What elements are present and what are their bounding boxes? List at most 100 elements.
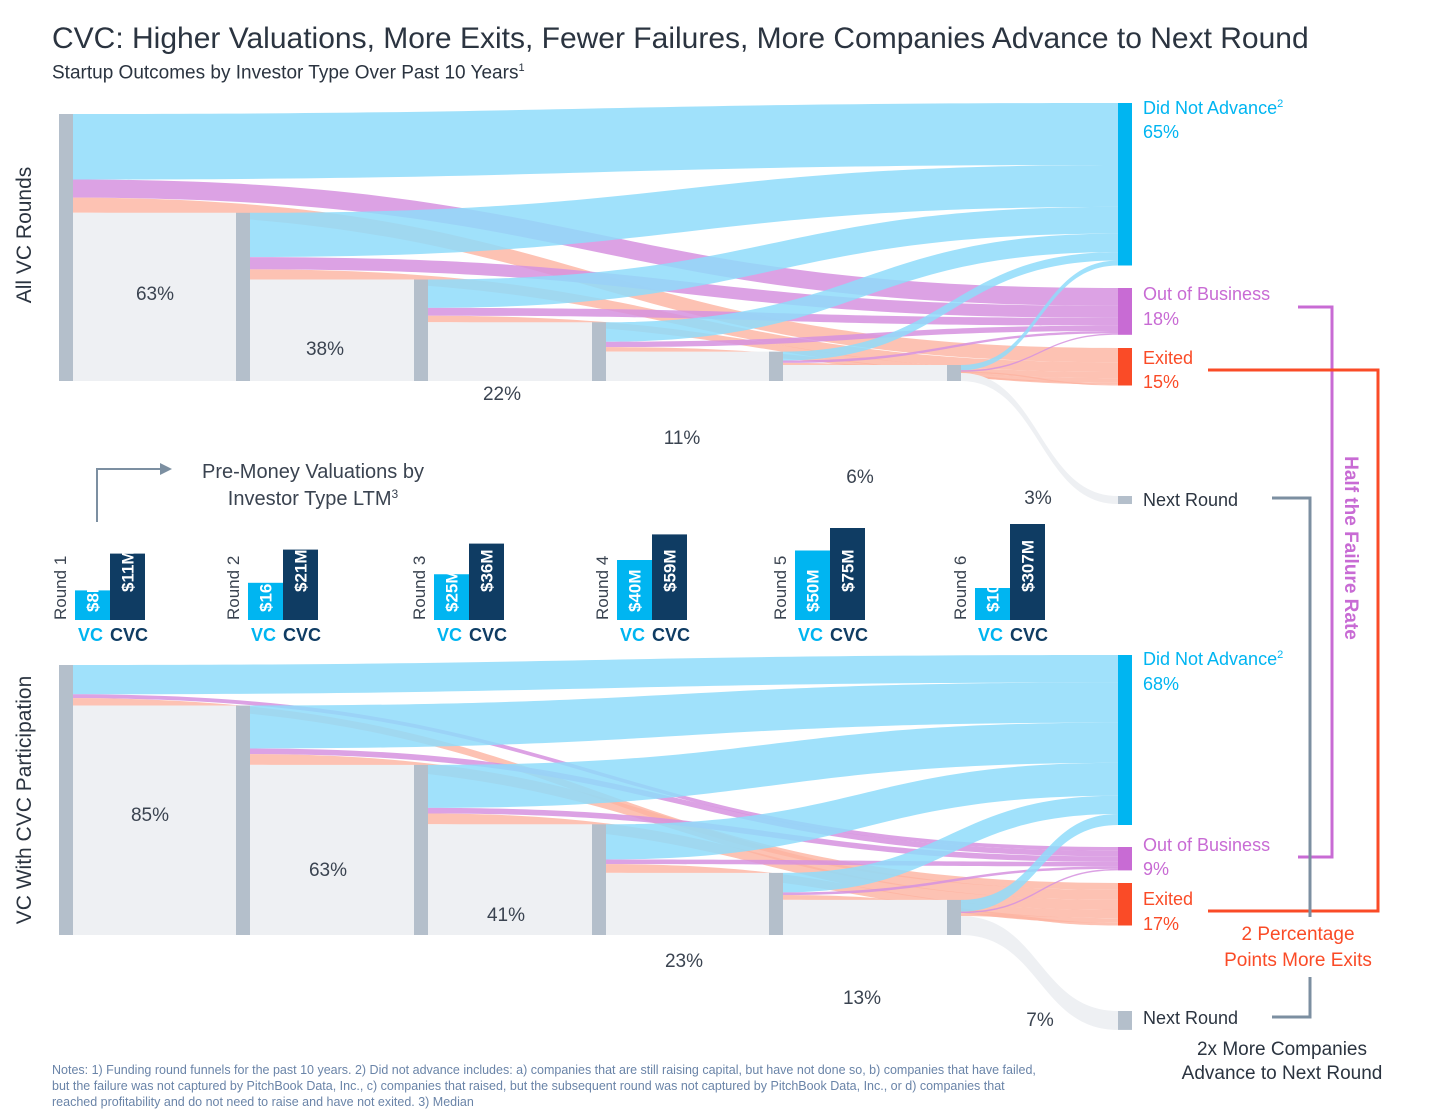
advance-annotation-line2: Advance to Next Round <box>1182 1063 1383 1084</box>
round-pct-label: 13% <box>843 988 881 1009</box>
flow-round2-did-not-advance <box>250 682 1118 749</box>
outcome-value-exited: 15% <box>1143 372 1179 392</box>
funnel-next-round <box>961 916 1118 1030</box>
valuation-round-label: Round 2 <box>224 556 243 620</box>
outcome-node-exited <box>1118 883 1132 926</box>
round-pct-label: 6% <box>846 467 874 488</box>
page-subtitle: Startup Outcomes by Investor Type Over P… <box>52 62 525 84</box>
outcome-label-did-not-advance: Did Not Advance2 <box>1143 649 1283 669</box>
funnel-round5 <box>783 899 947 935</box>
round-node-5 <box>769 351 783 381</box>
funnel-round4 <box>606 872 769 935</box>
subtitle-footnote: 1 <box>518 62 525 74</box>
round-node-5 <box>769 872 783 935</box>
round-pct-label: 85% <box>131 805 169 826</box>
funnel-round4 <box>606 351 769 381</box>
flow-round4-did-not-advance <box>606 762 1118 860</box>
round-node-3 <box>414 279 428 381</box>
vc-legend-label: VC <box>437 625 462 645</box>
round-node-2 <box>236 705 250 935</box>
round-node-1 <box>59 114 73 381</box>
cvc-legend-label: CVC <box>469 625 507 645</box>
advance-bracket-bottom <box>1272 977 1312 1019</box>
round-node-3 <box>414 764 428 935</box>
cvc-valuation-bar <box>652 534 687 620</box>
flow-round3-exited <box>428 315 1118 379</box>
vc-valuation-label: $8M <box>84 579 103 612</box>
cvc-valuation-bar <box>283 549 318 620</box>
cvc-valuation-label: $307M <box>1019 540 1038 592</box>
flow-round6-out-of-business <box>961 868 1118 914</box>
panel-label: All VC Rounds <box>13 167 36 304</box>
cvc-legend-label: CVC <box>830 625 868 645</box>
outcome-label-out-of-business: Out of Business <box>1143 284 1270 304</box>
valuation-round-label: Round 4 <box>593 556 612 620</box>
outcome-node-out-of-business <box>1118 847 1132 871</box>
vc-legend-label: VC <box>251 625 276 645</box>
vc-valuation-label: $16M <box>257 569 276 612</box>
cvc-valuation-label: $36M <box>478 549 497 592</box>
round-pct-label: 63% <box>309 860 347 881</box>
flow-round2-did-not-advance <box>250 164 1118 258</box>
flow-round5-did-not-advance <box>783 252 1118 361</box>
vc-legend-label: VC <box>78 625 103 645</box>
outcome-node-exited <box>1118 348 1132 386</box>
vc-valuation-bar <box>975 588 1010 620</box>
valuation-title-line1: Pre-Money Valuations by <box>202 461 424 483</box>
round-pct-label: 22% <box>483 384 521 405</box>
outcome-label-exited: Exited <box>1143 348 1193 368</box>
flow-round1-did-not-advance <box>73 103 1118 180</box>
exits-annotation-bg <box>1212 918 1398 976</box>
flow-round4-out-of-business <box>606 859 1118 867</box>
cvc-valuation-bar <box>469 543 504 620</box>
valuation-round-label: Round 1 <box>51 556 70 620</box>
vc-legend-label: VC <box>620 625 645 645</box>
panel-label: VC With CVC Participation <box>13 676 36 925</box>
outcome-node-next-round <box>1118 1011 1132 1030</box>
outcome-label-next-round: Next Round <box>1143 1008 1238 1028</box>
funnel-round5 <box>783 364 947 381</box>
cvc-valuation-label: $75M <box>839 549 858 592</box>
outcome-label-did-not-advance: Did Not Advance2 <box>1143 98 1283 118</box>
funnel-round3 <box>428 322 592 381</box>
round-pct-label: 63% <box>136 284 174 305</box>
flow-round6-exited <box>961 371 1118 386</box>
flow-round3-did-not-advance <box>428 206 1118 308</box>
cvc-valuation-label: $59M <box>661 549 680 592</box>
cvc-valuation-bar <box>1010 524 1045 620</box>
valuation-chart: Pre-Money Valuations by Investor Type LTM… <box>51 461 1048 645</box>
exits-bracket <box>1208 368 1380 913</box>
valuation-round-label: Round 3 <box>410 556 429 620</box>
round-node-4 <box>592 322 606 381</box>
funnel-round1 <box>73 705 236 935</box>
vc-valuation-bar <box>75 590 110 620</box>
flow-round4-out-of-business <box>606 325 1118 348</box>
round-node-2 <box>236 212 250 381</box>
round-node-6 <box>947 364 961 381</box>
valuation-title-line2: Investor Type LTM3 <box>228 487 399 510</box>
flow-round6-out-of-business <box>961 333 1118 372</box>
outcome-value-out-of-business: 9% <box>1143 859 1169 879</box>
outcome-value-out-of-business: 18% <box>1143 309 1179 329</box>
cvc-valuation-bar <box>830 528 865 620</box>
funnel-round2 <box>250 764 414 935</box>
vc-valuation-bar <box>795 550 830 620</box>
advance-annotation-line1: 2x More Companies <box>1197 1039 1367 1060</box>
funnel-round2 <box>250 279 414 381</box>
funnel-round1 <box>73 212 236 381</box>
valuation-round-label: Round 6 <box>951 556 970 620</box>
flow-round1-did-not-advance <box>73 655 1118 695</box>
round-pct-label: 23% <box>665 951 703 972</box>
cvc-legend-label: CVC <box>652 625 690 645</box>
failure-annotation: Half the Failure Rate <box>1340 456 1361 640</box>
failure-bracket <box>1298 305 1334 859</box>
vc-legend-label: VC <box>978 625 1003 645</box>
outcome-label-next-round: Next Round <box>1143 490 1238 510</box>
sankey-panel-1: 63% 38% 22% 11% 6% 3% Did Not Advance2 65% Out o… <box>13 98 1283 510</box>
vc-valuation-label: $102M <box>984 560 1003 612</box>
cvc-valuation-label: $11M <box>119 550 138 592</box>
outcome-value-did-not-advance: 65% <box>1143 122 1179 142</box>
outcome-node-out-of-business <box>1118 288 1132 335</box>
vc-valuation-bar <box>434 574 469 620</box>
